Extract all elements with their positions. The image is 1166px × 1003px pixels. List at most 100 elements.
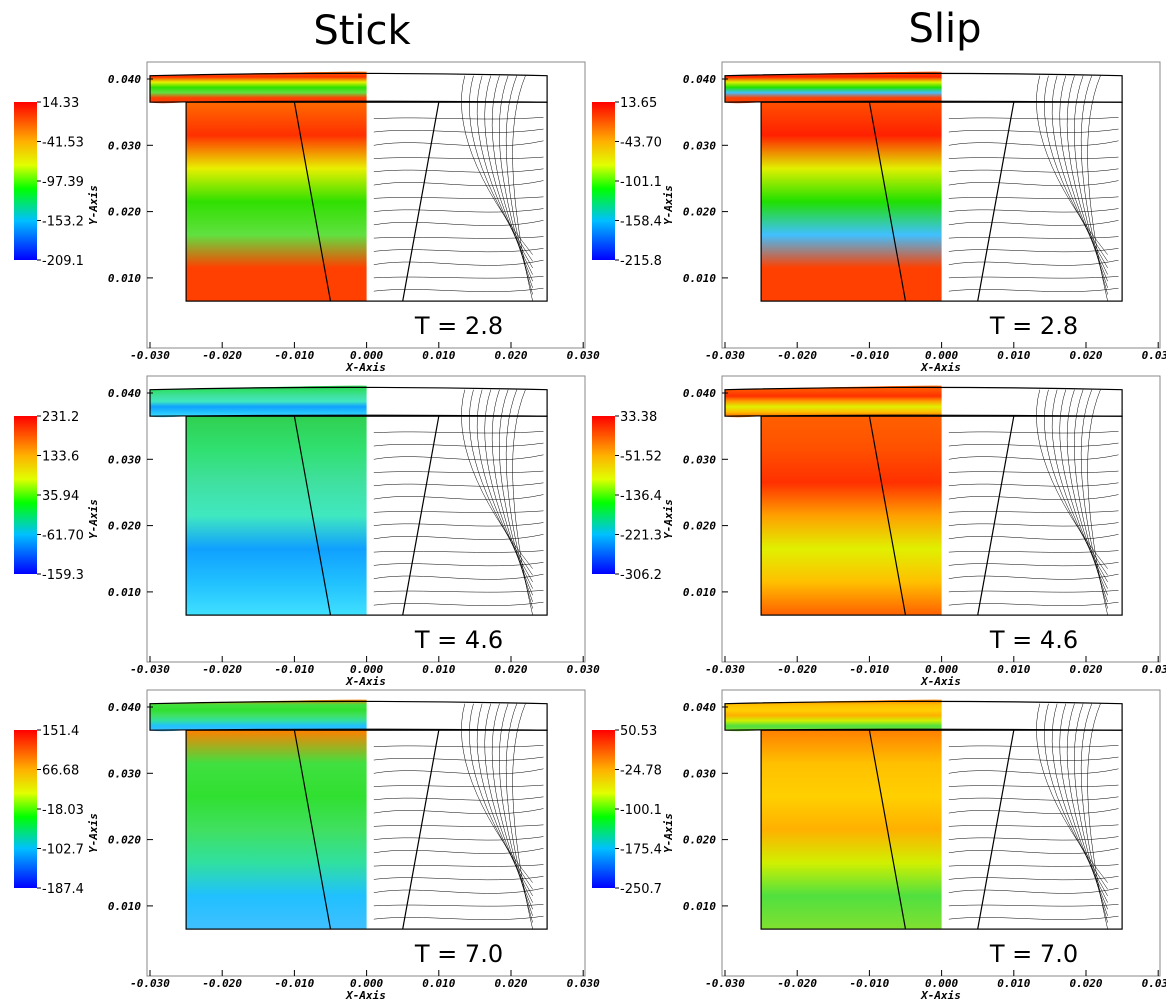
x-tick-label: 0.000 (925, 977, 958, 990)
cut-line (977, 102, 1015, 302)
contour (373, 287, 544, 292)
cut-line (402, 730, 440, 930)
contour (373, 140, 544, 147)
x-tick-label: 0.010 (422, 349, 455, 362)
x-tick-label: 0.030 (567, 977, 600, 990)
contour (1044, 75, 1108, 262)
contour (491, 75, 533, 282)
contour (373, 887, 544, 894)
colorbar-label: -159.3 (42, 568, 84, 583)
y-axis-label: Y-Axis (662, 499, 675, 539)
x-tick-label: 0.030 (1142, 977, 1166, 990)
contour (948, 864, 1119, 867)
contour (469, 389, 533, 576)
x-axis-label: X-Axis (920, 989, 961, 1002)
contour (484, 75, 533, 275)
x-tick-label: -0.020 (202, 663, 242, 676)
plate (725, 699, 942, 732)
panel: -0.030 -0.020 -0.010 0.000 0.010 0.020 0.030 0.… (592, 61, 1166, 374)
x-tick-label: -0.020 (777, 977, 817, 990)
contour (948, 590, 1119, 593)
contour (1059, 703, 1108, 903)
x-tick-label: -0.010 (275, 977, 315, 990)
x-tick-label: -0.030 (705, 663, 745, 676)
contour (373, 590, 544, 593)
colorbar-label: -221.3 (620, 529, 662, 544)
x-axis-label: X-Axis (345, 989, 386, 1002)
block-outline (760, 729, 1123, 930)
contour (476, 703, 533, 897)
colorbar (592, 102, 615, 260)
y-tick-label: 0.010 (683, 586, 716, 599)
contour (476, 389, 533, 583)
contour (373, 808, 544, 815)
colorbar (592, 730, 615, 888)
contour (1036, 703, 1108, 883)
contour (373, 494, 544, 501)
colorbar-label: -61.70 (42, 529, 84, 544)
x-tick-label: 0.010 (997, 349, 1030, 362)
block-left (186, 102, 367, 302)
x-tick-label: 0.030 (567, 663, 600, 676)
colorbar (14, 102, 37, 260)
cut-line (977, 416, 1015, 616)
contour (948, 824, 1119, 827)
contour (373, 550, 544, 553)
colorbar-label: -215.8 (620, 254, 662, 269)
y-tick-label: 0.030 (108, 139, 141, 152)
y-tick-label: 0.020 (108, 206, 141, 219)
cut-line (868, 102, 907, 302)
y-axis-label: Y-Axis (87, 185, 100, 225)
contour (948, 442, 1119, 447)
contour (948, 431, 1119, 434)
panel: -0.030 -0.020 -0.010 0.000 0.010 0.020 0.030 0.… (14, 689, 600, 1002)
panel: -0.030 -0.020 -0.010 0.000 0.010 0.020 0.030 0.… (592, 689, 1166, 1002)
contour (1044, 703, 1108, 890)
x-axis-label: X-Axis (345, 361, 386, 374)
y-tick-label: 0.010 (108, 900, 141, 913)
x-tick-label: 0.010 (422, 977, 455, 990)
colorbar-label: 14.33 (42, 96, 79, 111)
contour (948, 550, 1119, 553)
contour (373, 522, 544, 527)
column-title: Stick (313, 8, 411, 54)
contour (461, 75, 533, 255)
x-tick-label: 0.020 (494, 977, 527, 990)
block-left (761, 102, 942, 302)
y-tick-label: 0.010 (108, 272, 141, 285)
contour (373, 796, 544, 801)
contour (1066, 389, 1108, 596)
x-tick-label: 0.010 (997, 977, 1030, 990)
cut-line (402, 102, 440, 302)
colorbar-label: -18.03 (42, 803, 84, 818)
contour (484, 703, 533, 903)
contour (373, 220, 544, 226)
contour (1066, 75, 1108, 282)
contour (948, 876, 1119, 881)
contour (948, 848, 1119, 854)
x-tick-label: -0.030 (130, 977, 170, 990)
colorbar-label: 13.65 (620, 96, 657, 111)
x-tick-label: -0.030 (130, 349, 170, 362)
x-axis-label: X-Axis (345, 675, 386, 688)
x-tick-label: 0.020 (1069, 349, 1102, 362)
contour (373, 470, 544, 474)
contour (948, 915, 1119, 920)
contour (373, 601, 544, 606)
block-left (186, 416, 367, 616)
contour (948, 208, 1119, 213)
cut-line (868, 416, 907, 616)
time-label: T = 2.8 (414, 312, 503, 340)
contour (469, 75, 533, 262)
y-tick-label: 0.040 (108, 701, 141, 714)
contour (948, 454, 1119, 461)
contour (373, 454, 544, 461)
x-tick-label: -0.020 (202, 977, 242, 990)
colorbar-label: 133.6 (42, 450, 79, 465)
block-outline (185, 101, 548, 302)
plate (725, 385, 942, 418)
contour (948, 768, 1119, 775)
contour (948, 573, 1119, 580)
x-tick-label: 0.000 (350, 349, 383, 362)
contour (948, 784, 1119, 788)
